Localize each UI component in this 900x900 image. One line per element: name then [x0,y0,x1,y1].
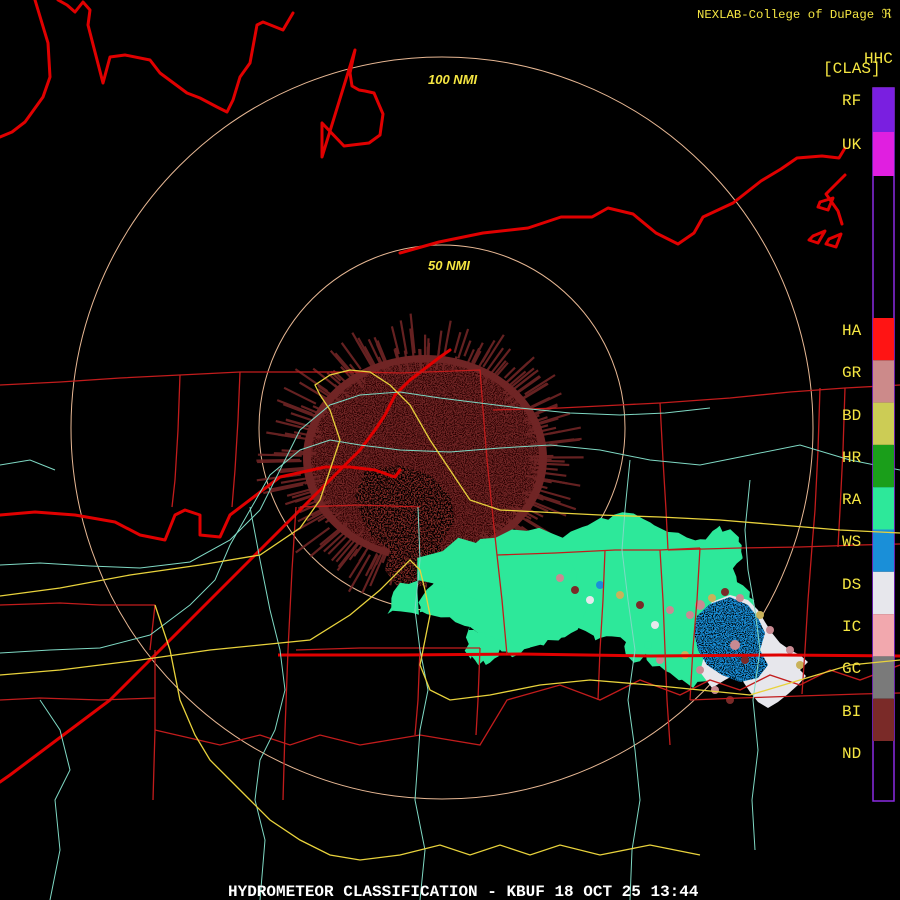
svg-text:NEXLAB-College of DuPage ℜ: NEXLAB-College of DuPage ℜ [697,8,892,22]
svg-text:RA: RA [842,491,862,509]
svg-text:GR: GR [842,364,862,382]
svg-text:BD: BD [842,407,861,425]
svg-text:HYDROMETEOR CLASSIFICATION - K: HYDROMETEOR CLASSIFICATION - KBUF 18 OCT… [228,883,699,900]
svg-text:HHC: HHC [864,50,893,68]
svg-text:IC: IC [842,618,861,636]
svg-text:ND: ND [842,745,861,763]
svg-text:UK: UK [842,136,862,154]
svg-text:50 NMI: 50 NMI [428,258,470,273]
svg-text:DS: DS [842,576,861,594]
svg-text:HA: HA [842,322,862,340]
svg-text:BI: BI [842,703,861,721]
svg-text:WS: WS [842,533,861,551]
svg-text:HR: HR [842,449,862,467]
svg-text:100 NMI: 100 NMI [428,72,478,87]
svg-text:RF: RF [842,92,861,110]
svg-text:GC: GC [842,660,861,678]
